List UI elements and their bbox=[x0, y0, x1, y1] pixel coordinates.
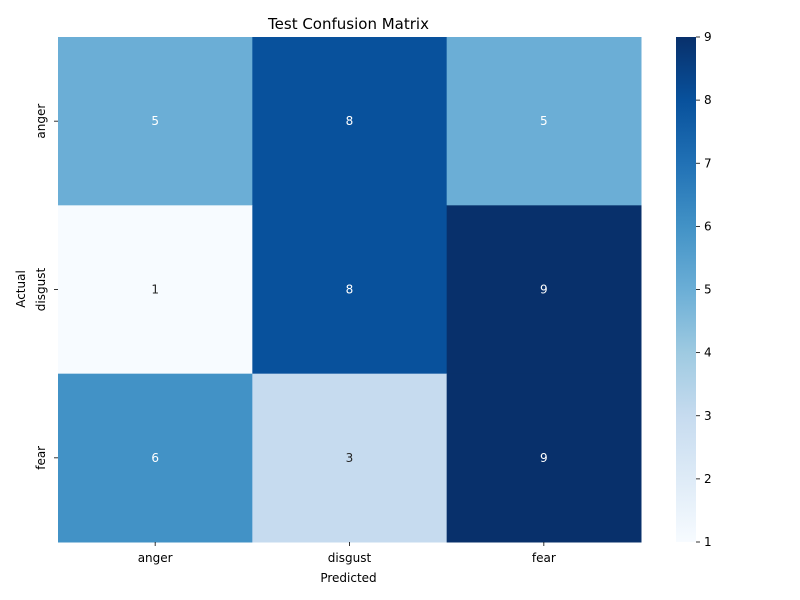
x-tick-label: anger bbox=[138, 551, 173, 565]
colorbar-tick-label: 5 bbox=[704, 283, 712, 297]
x-tick-label: fear bbox=[532, 551, 556, 565]
heatmap-cell-labels: 5 8 5 1 8 9 6 3 9 bbox=[151, 114, 547, 465]
cell-value-label: 8 bbox=[346, 114, 354, 128]
colorbar-tick-label: 3 bbox=[704, 409, 712, 423]
heatmap-cell bbox=[58, 373, 253, 543]
cell-value-label: 8 bbox=[346, 283, 354, 297]
heatmap-cell bbox=[252, 373, 448, 543]
heatmap-cell bbox=[58, 37, 253, 206]
colorbar-tick-label: 2 bbox=[704, 472, 712, 486]
y-axis-label: Actual bbox=[14, 270, 28, 308]
cell-value-label: 1 bbox=[151, 283, 159, 297]
y-tick-label: fear bbox=[34, 446, 48, 470]
colorbar-tick-label: 8 bbox=[704, 93, 712, 107]
cell-value-label: 5 bbox=[540, 114, 548, 128]
cell-value-label: 6 bbox=[151, 451, 159, 465]
y-tick-label: disgust bbox=[34, 268, 48, 312]
heatmap-cell bbox=[446, 373, 642, 543]
chart-title: Test Confusion Matrix bbox=[267, 15, 429, 33]
heatmap-cells bbox=[58, 37, 642, 543]
colorbar-tick-label: 6 bbox=[704, 219, 712, 233]
x-axis-ticks: anger disgust fear bbox=[138, 542, 556, 565]
cell-value-label: 9 bbox=[540, 283, 548, 297]
colorbar-tick-label: 7 bbox=[704, 156, 712, 170]
colorbar-tick-label: 1 bbox=[704, 535, 712, 549]
cell-value-label: 3 bbox=[346, 451, 354, 465]
colorbar-tick-label: 9 bbox=[704, 30, 712, 44]
colorbar-ticks: 1 2 3 4 5 6 7 8 9 bbox=[696, 30, 712, 549]
x-tick-label: disgust bbox=[328, 551, 372, 565]
heatmap-cell bbox=[446, 37, 642, 206]
heatmap-cell bbox=[252, 37, 448, 206]
y-tick-label: anger bbox=[34, 104, 48, 139]
cell-value-label: 5 bbox=[151, 114, 159, 128]
heatmap-cell bbox=[252, 205, 448, 375]
cell-value-label: 9 bbox=[540, 451, 548, 465]
x-axis-label: Predicted bbox=[320, 571, 376, 585]
heatmap-cell bbox=[58, 205, 253, 375]
y-axis-ticks: anger disgust fear bbox=[34, 104, 58, 470]
heatmap-cell bbox=[446, 205, 642, 375]
colorbar-tick-label: 4 bbox=[704, 346, 712, 360]
colorbar bbox=[676, 37, 696, 542]
